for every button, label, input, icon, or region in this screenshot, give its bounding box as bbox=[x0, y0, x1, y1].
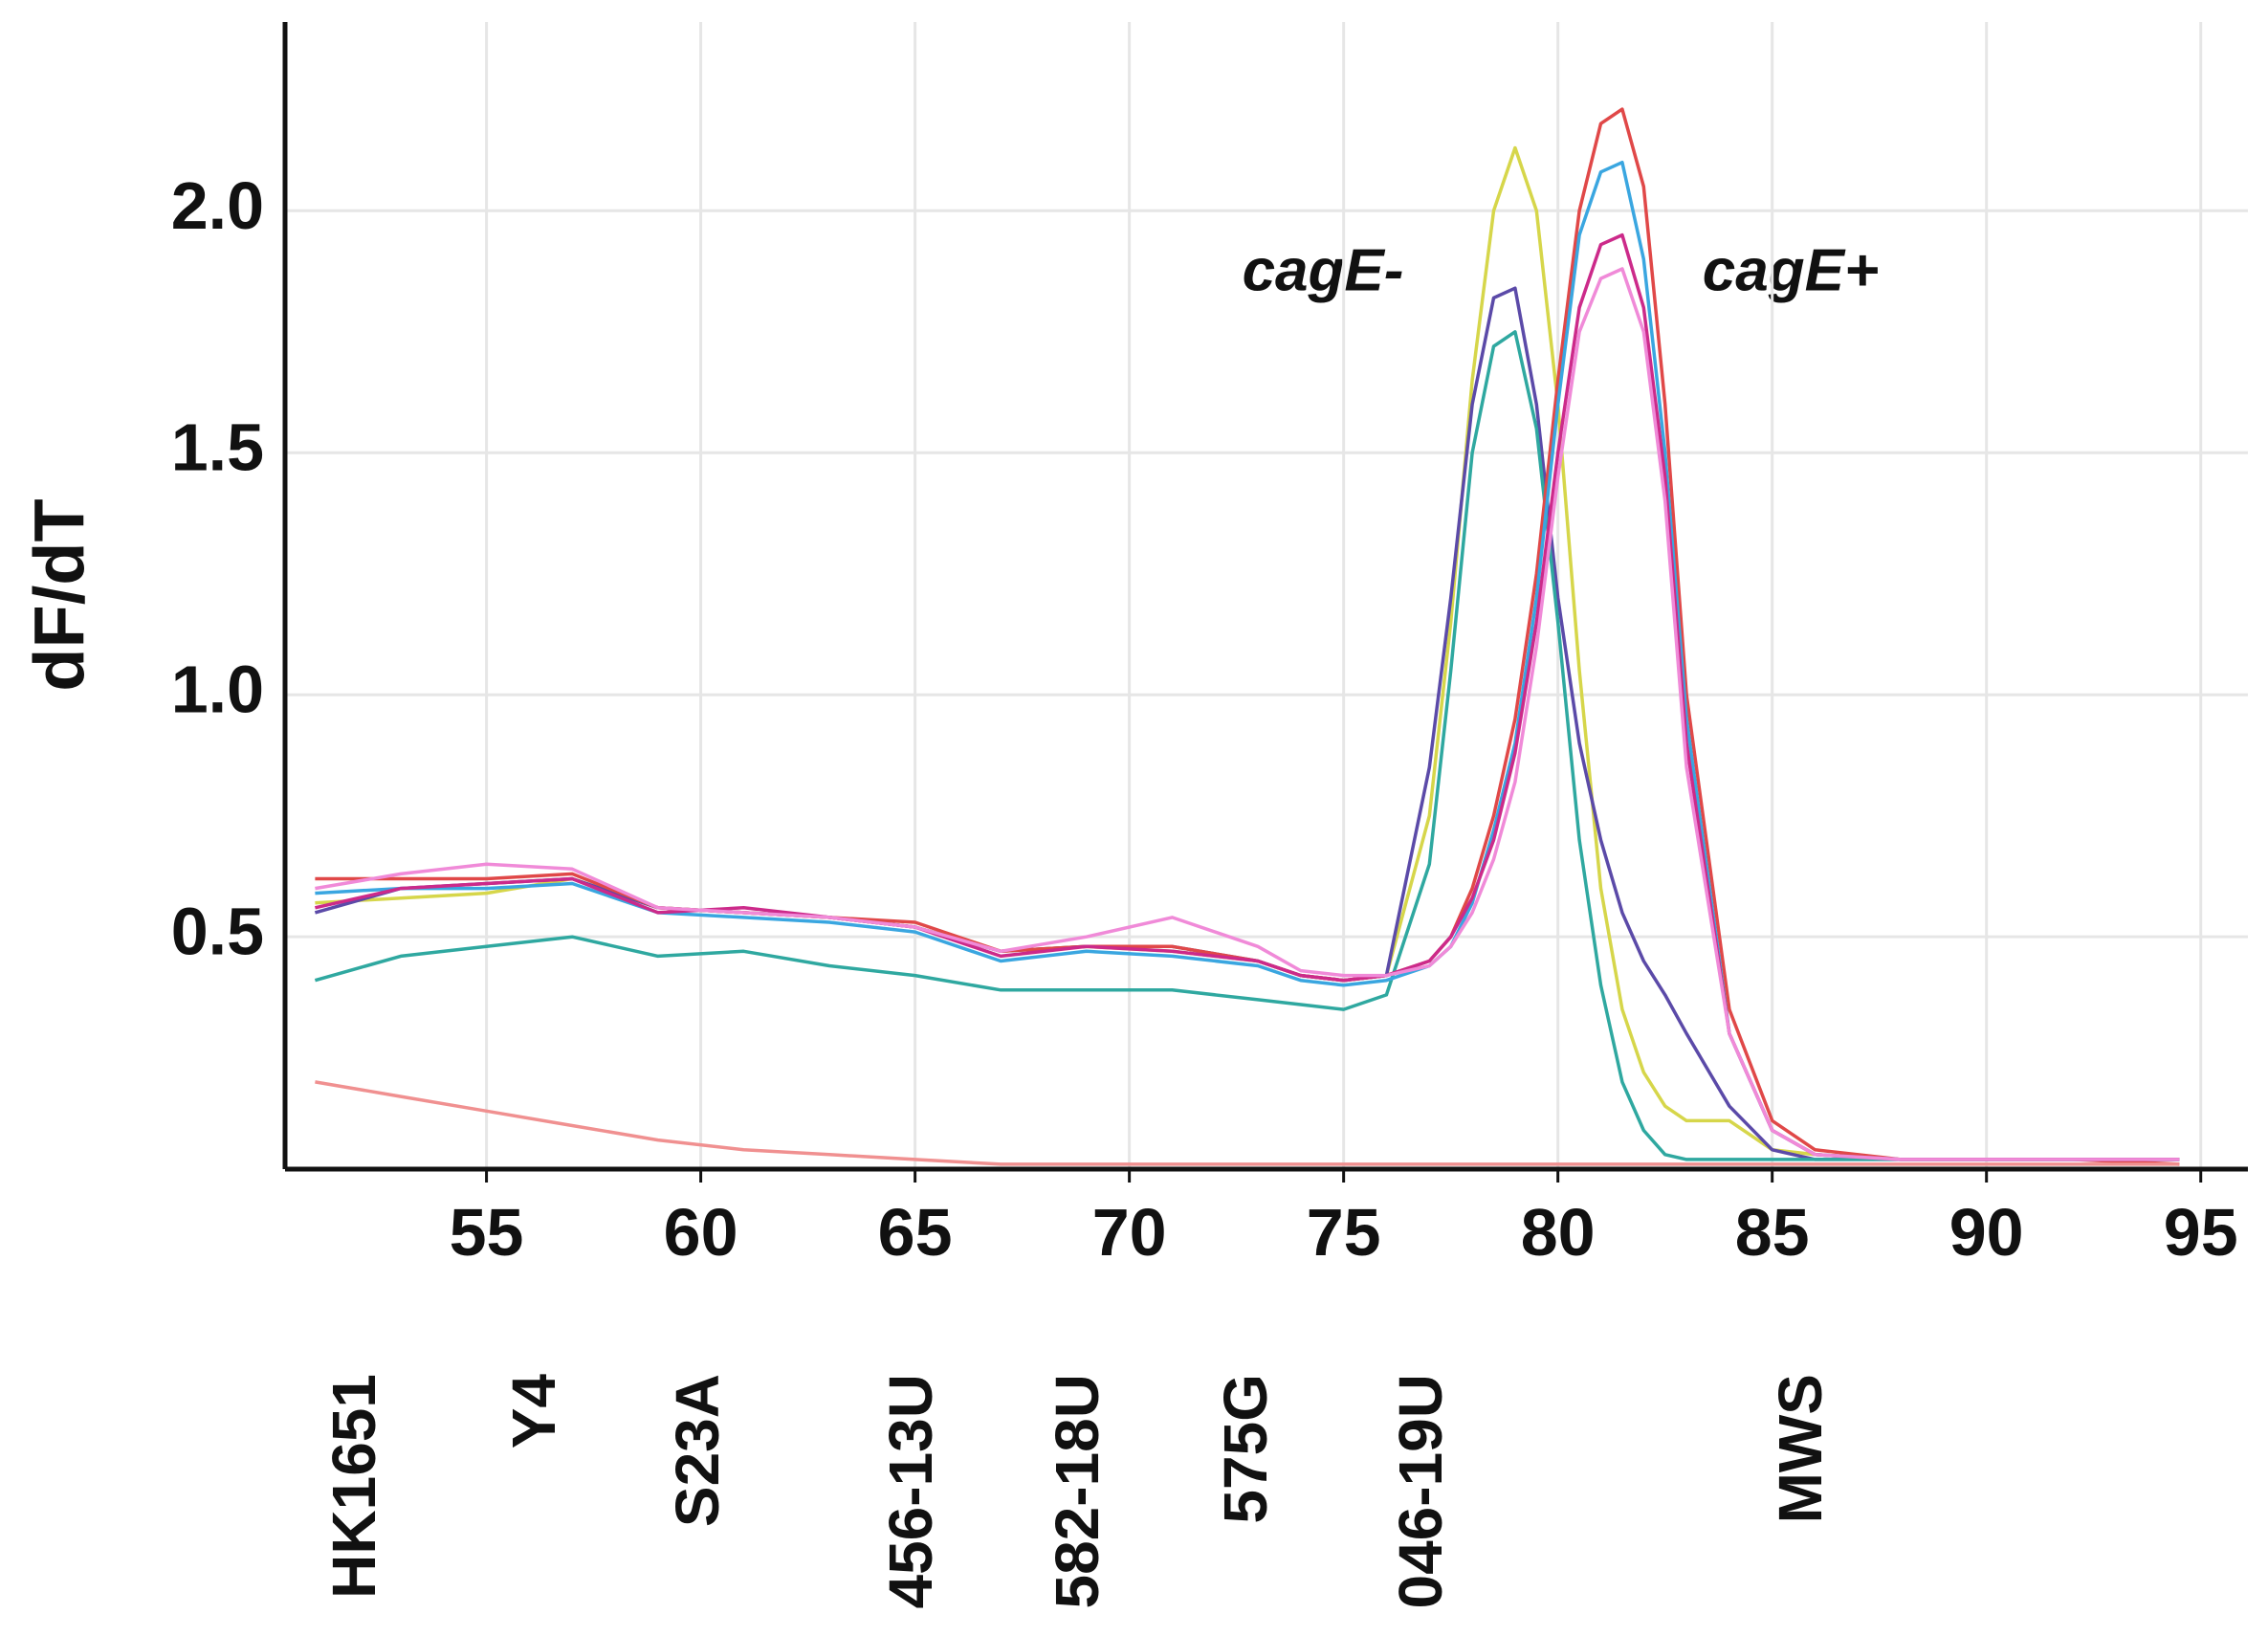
annotation: cagE- bbox=[1243, 237, 1404, 303]
line-series bbox=[315, 267, 2180, 1161]
x-tick-label: 80 bbox=[1521, 1195, 1596, 1270]
y-tick-label: 1.0 bbox=[171, 652, 264, 727]
x-tick-label: 90 bbox=[1949, 1195, 2024, 1270]
x-tick-label: 75 bbox=[1307, 1195, 1381, 1270]
series-label: MWS bbox=[1766, 1374, 1835, 1523]
series-label: 456-13U bbox=[876, 1374, 945, 1609]
y-tick-label: 2.0 bbox=[171, 168, 264, 243]
series-label: HK1651 bbox=[319, 1374, 388, 1599]
x-tick-label: 60 bbox=[664, 1195, 738, 1270]
line-series bbox=[315, 232, 2180, 1161]
line-series bbox=[315, 1080, 2180, 1166]
y-axis-label: dF/dT bbox=[20, 498, 99, 691]
line-series bbox=[314, 286, 2180, 1161]
annotation: cagE+ bbox=[1703, 237, 1879, 303]
line-series bbox=[314, 330, 2180, 1161]
series-label: Y4 bbox=[499, 1374, 568, 1449]
series-label: 575G bbox=[1211, 1374, 1280, 1524]
x-tick-label: 85 bbox=[1735, 1195, 1810, 1270]
x-tick-label: 65 bbox=[878, 1195, 953, 1270]
y-tick-label: 1.5 bbox=[171, 410, 264, 485]
x-tick-label: 55 bbox=[450, 1195, 524, 1270]
series-label: 046-19U bbox=[1386, 1374, 1455, 1609]
y-tick-label: 0.5 bbox=[171, 895, 264, 969]
x-tick-label: 95 bbox=[2164, 1195, 2238, 1270]
line-series bbox=[315, 160, 2180, 1161]
series-label: 582-18U bbox=[1043, 1374, 1112, 1609]
series-label: S23A bbox=[663, 1374, 732, 1527]
x-tick-label: 70 bbox=[1092, 1195, 1167, 1270]
